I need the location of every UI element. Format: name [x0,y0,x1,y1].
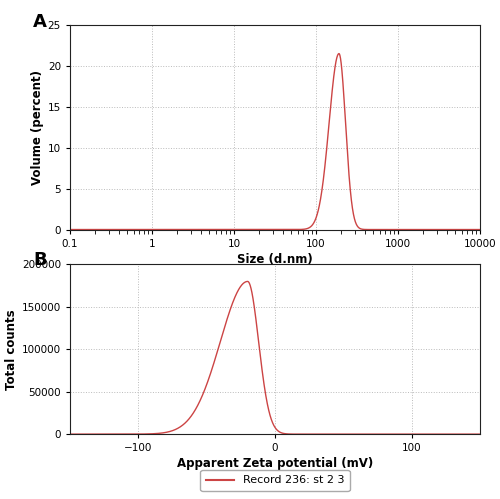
Text: A: A [33,12,47,30]
Y-axis label: Volume (percent): Volume (percent) [30,70,44,185]
X-axis label: Size (d.nm): Size (d.nm) [237,252,313,266]
Legend: Record 236: st 2 3: Record 236: st 2 3 [200,470,350,491]
X-axis label: Apparent Zeta potential (mV): Apparent Zeta potential (mV) [177,457,373,471]
Text: B: B [33,251,46,269]
Y-axis label: Total counts: Total counts [4,309,18,390]
